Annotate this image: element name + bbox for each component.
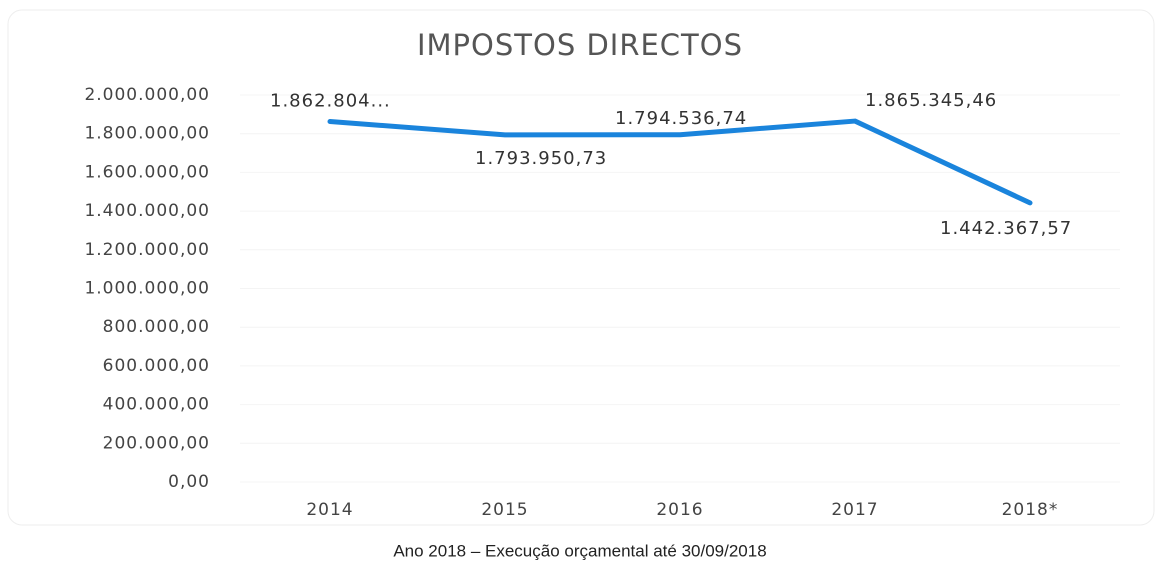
x-tick-label: 2014 <box>306 500 353 520</box>
data-label: 1.442.367,57 <box>940 218 1072 239</box>
x-tick-label: 2017 <box>831 500 878 520</box>
x-tick-label: 2018* <box>1002 500 1059 520</box>
data-label: 1.793.950,73 <box>475 148 607 169</box>
chart-title: IMPOSTOS DIRECTOS <box>417 28 743 62</box>
x-tick-label: 2016 <box>656 500 703 520</box>
y-tick-label: 1.200.000,00 <box>84 240 210 260</box>
series-line <box>327 118 1033 206</box>
data-label: 1.865.345,46 <box>865 90 997 111</box>
chart-frame <box>7 9 1155 526</box>
y-tick-label: 0,00 <box>168 472 210 492</box>
y-tick-label: 800.000,00 <box>103 317 210 337</box>
y-tick-label: 1.600.000,00 <box>84 162 210 182</box>
data-label: 1.862.804... <box>270 91 391 112</box>
x-tick-label: 2015 <box>481 500 528 520</box>
y-tick-label: 1.800.000,00 <box>84 124 210 144</box>
y-tick-label: 400.000,00 <box>103 395 210 415</box>
y-tick-label: 200.000,00 <box>103 433 210 453</box>
y-tick-label: 2.000.000,00 <box>84 85 210 105</box>
caption: Ano 2018 – Execução orçamental até 30/09… <box>393 541 766 560</box>
y-tick-label: 1.400.000,00 <box>84 201 210 221</box>
y-tick-label: 600.000,00 <box>103 356 210 376</box>
data-label: 1.794.536,74 <box>615 108 747 129</box>
y-tick-label: 1.000.000,00 <box>84 279 210 299</box>
